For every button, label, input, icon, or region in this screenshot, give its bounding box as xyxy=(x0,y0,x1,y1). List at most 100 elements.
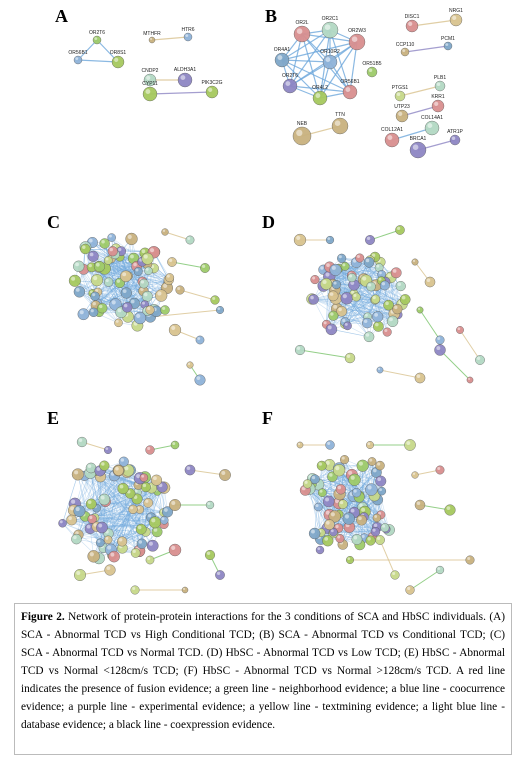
node-highlight xyxy=(361,507,366,512)
protein-node xyxy=(414,372,426,384)
protein-node xyxy=(323,519,335,531)
interaction-edge xyxy=(125,238,132,294)
node-label: MTHFR xyxy=(143,31,161,37)
node-highlight xyxy=(115,467,119,471)
node-label: COL14A1 xyxy=(421,115,443,121)
interaction-edge xyxy=(359,257,382,281)
protein-node xyxy=(302,479,313,489)
protein-node xyxy=(181,586,189,594)
node-highlight xyxy=(412,144,419,150)
node-label: OR4L2 xyxy=(312,85,328,91)
protein-node xyxy=(185,235,195,245)
node-highlight xyxy=(341,456,345,460)
protein-node xyxy=(310,275,320,285)
interaction-edge xyxy=(95,471,143,544)
node-highlight xyxy=(185,34,189,37)
node-highlight xyxy=(161,517,165,521)
protein-node xyxy=(195,335,205,345)
node-highlight xyxy=(375,322,379,327)
node-highlight xyxy=(416,501,421,505)
interaction-edge xyxy=(100,476,143,544)
protein-node xyxy=(384,132,400,148)
protein-node xyxy=(327,290,339,302)
interaction-edge xyxy=(289,85,351,93)
protein-node xyxy=(141,290,153,302)
node-highlight xyxy=(164,508,168,512)
node-highlight xyxy=(87,500,92,504)
node-highlight xyxy=(197,337,201,341)
node-label: OR8S1 xyxy=(110,50,127,56)
node-highlight xyxy=(330,312,334,316)
node-highlight xyxy=(124,466,129,471)
interaction-edge xyxy=(459,329,481,361)
node-highlight xyxy=(361,534,365,538)
protein-node xyxy=(111,55,125,69)
interaction-edge xyxy=(104,471,128,500)
node-label: BRCA1 xyxy=(410,136,427,142)
node-highlight xyxy=(374,312,378,317)
interaction-edge xyxy=(92,258,134,294)
protein-node xyxy=(449,134,461,146)
node-highlight xyxy=(68,516,72,521)
node-highlight xyxy=(92,293,96,297)
node-highlight xyxy=(377,462,381,466)
interaction-edge xyxy=(62,474,79,524)
protein-node xyxy=(347,273,357,283)
interaction-edge xyxy=(179,289,216,301)
interaction-edge xyxy=(305,489,363,508)
node-highlight xyxy=(145,499,149,503)
node-highlight xyxy=(146,75,151,80)
node-highlight xyxy=(148,541,153,546)
protein-node xyxy=(320,278,333,290)
interaction-edge xyxy=(96,498,138,509)
interaction-edge xyxy=(73,510,168,513)
interaction-edge xyxy=(94,517,156,523)
node-highlight xyxy=(335,466,340,471)
protein-node xyxy=(98,493,111,506)
node-highlight xyxy=(109,234,112,238)
interaction-edge xyxy=(141,502,149,544)
protein-node xyxy=(344,352,356,364)
node-highlight xyxy=(97,539,101,543)
figure: A B C D E F OR2T6 MTHFR HTR6 OR56B1 OR8S1 CNDP2 ALDH… xyxy=(47,6,485,595)
protein-node xyxy=(331,117,349,135)
interaction-edge xyxy=(76,467,92,540)
protein-node xyxy=(133,311,147,325)
interaction-edge xyxy=(353,461,373,513)
protein-node xyxy=(170,440,180,450)
interaction-edge xyxy=(329,29,351,93)
node-highlight xyxy=(87,464,92,468)
protein-node xyxy=(150,474,163,486)
node-highlight xyxy=(417,307,421,311)
interaction-edge xyxy=(329,476,333,515)
interaction-edge xyxy=(314,478,378,501)
interaction-edge xyxy=(121,486,163,542)
node-highlight xyxy=(476,356,481,360)
node-highlight xyxy=(436,346,441,350)
node-highlight xyxy=(177,286,181,290)
node-highlight xyxy=(359,503,363,508)
node-highlight xyxy=(147,557,151,560)
node-highlight xyxy=(325,510,330,515)
node-highlight xyxy=(71,499,76,504)
interaction-edge xyxy=(320,465,323,539)
node-highlight xyxy=(221,471,226,475)
node-highlight xyxy=(402,49,406,52)
interaction-edge xyxy=(399,85,441,97)
interaction-edge xyxy=(318,506,355,513)
protein-node xyxy=(194,374,206,386)
node-highlight xyxy=(379,271,382,275)
node-highlight xyxy=(412,259,416,262)
protein-node xyxy=(444,504,456,516)
interaction-edge xyxy=(338,468,365,539)
interaction-edge xyxy=(301,33,321,99)
node-label: COL12A1 xyxy=(381,127,403,133)
interaction-edge xyxy=(92,242,145,284)
protein-node xyxy=(466,376,474,384)
node-highlight xyxy=(366,236,371,240)
protein-node xyxy=(363,331,375,343)
interaction-edge xyxy=(338,468,373,537)
node-highlight xyxy=(216,571,221,575)
interaction-edge xyxy=(189,469,226,476)
node-highlight xyxy=(153,528,158,532)
